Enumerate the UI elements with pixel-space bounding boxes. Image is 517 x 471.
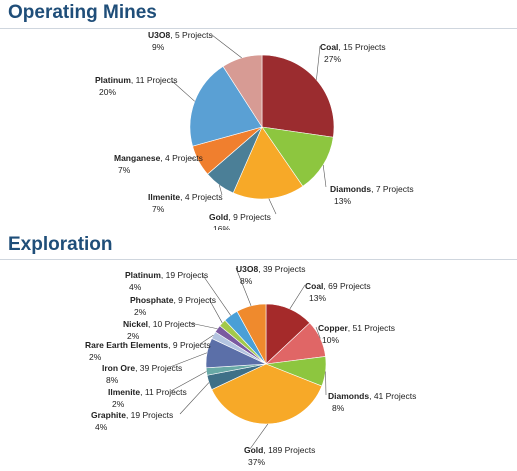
slice-percent-coal: 13% — [309, 293, 326, 303]
slice-label-u3o8: U3O8, 5 Projects — [148, 30, 213, 40]
slice-label-ilmenite: Ilmenite, 11 Projects — [108, 387, 187, 397]
leader-line — [179, 382, 210, 415]
leader-line — [199, 334, 214, 345]
leader-line — [211, 34, 242, 59]
slice-label-diamonds: Diamonds, 7 Projects — [330, 184, 414, 194]
slice-percent-diamonds: 8% — [332, 403, 345, 413]
slice-percent-platinum: 4% — [129, 282, 142, 292]
slice-percent-gold: 16% — [213, 224, 230, 230]
pie-slice-u3o8 — [222, 54, 263, 129]
leader-line — [201, 273, 231, 316]
slice-percent-phosphate: 2% — [134, 307, 147, 317]
leader-line — [171, 80, 195, 102]
leader-line — [189, 156, 199, 162]
slice-label-ilmenite: Ilmenite, 4 Projects — [148, 192, 223, 202]
slice-percent-copper: 10% — [322, 335, 339, 345]
slice-percent-diamonds: 13% — [334, 196, 351, 206]
slice-percent-rare-earth-elements: 2% — [89, 352, 102, 362]
slice-label-phosphate: Phosphate, 9 Projects — [130, 295, 216, 305]
slice-percent-iron-ore: 8% — [106, 375, 119, 385]
leader-line — [268, 198, 277, 215]
pie-slice-gold — [232, 126, 304, 200]
slice-label-coal: Coal, 69 Projects — [305, 281, 371, 291]
leader-line — [170, 371, 207, 392]
exploration-title: Exploration — [8, 234, 113, 255]
leader-line — [189, 322, 218, 330]
slice-percent-gold: 37% — [248, 457, 265, 467]
slice-label-copper: Copper, 51 Projects — [318, 323, 395, 333]
leader-line — [208, 298, 223, 324]
slice-label-gold: Gold, 189 Projects — [244, 445, 315, 455]
pie-slice-u3o8 — [236, 303, 267, 365]
exploration-pie-chart: Coal, 69 Projects 13% Copper, 51 Projects 1… — [85, 264, 416, 467]
slice-percent-u3o8: 8% — [240, 276, 253, 286]
divider — [0, 259, 517, 260]
slice-label-gold: Gold, 9 Projects — [209, 212, 271, 222]
slice-label-u3o8: U3O8, 39 Projects — [236, 264, 305, 274]
leader-line — [235, 267, 252, 306]
slice-percent-nickel: 2% — [127, 331, 140, 341]
operating-mines-pie-chart: Coal, 15 Projects 27% Diamonds, 7 Projects… — [95, 30, 414, 230]
slice-label-diamonds: Diamonds, 41 Projects — [328, 391, 416, 401]
pie-slice-platinum — [189, 66, 263, 147]
pie-slice-coal — [261, 54, 335, 138]
slice-percent-platinum: 20% — [99, 87, 116, 97]
leader-line — [289, 284, 306, 310]
slice-label-coal: Coal, 15 Projects — [320, 42, 386, 52]
slice-label-manganese: Manganese, 4 Projects — [114, 153, 203, 163]
slice-percent-ilmenite: 2% — [112, 399, 125, 409]
slice-label-platinum: Platinum, 11 Projects — [95, 75, 178, 85]
slice-percent-coal: 27% — [324, 54, 341, 64]
divider — [0, 28, 517, 29]
slice-label-nickel: Nickel, 10 Projects — [123, 319, 195, 329]
leader-line — [169, 352, 208, 368]
leader-line — [219, 184, 223, 196]
leader-line — [322, 164, 327, 188]
slice-label-iron-ore: Iron Ore, 39 Projects — [102, 363, 182, 373]
slice-percent-manganese: 7% — [118, 165, 131, 175]
slice-label-rare-earth-elements: Rare Earth Elements, 9 Projects — [85, 340, 211, 350]
leader-line — [316, 45, 321, 80]
slice-label-graphite: Graphite, 19 Projects — [91, 410, 173, 420]
slice-percent-ilmenite: 7% — [152, 204, 165, 214]
slice-label-platinum: Platinum, 19 Projects — [125, 270, 208, 280]
slice-percent-graphite: 4% — [95, 422, 108, 432]
operating-mines-title: Operating Mines — [8, 2, 157, 23]
slice-percent-u3o8: 9% — [152, 42, 165, 52]
leader-line — [249, 423, 269, 450]
pie-slice-diamonds — [261, 126, 334, 187]
leader-line — [315, 326, 321, 339]
